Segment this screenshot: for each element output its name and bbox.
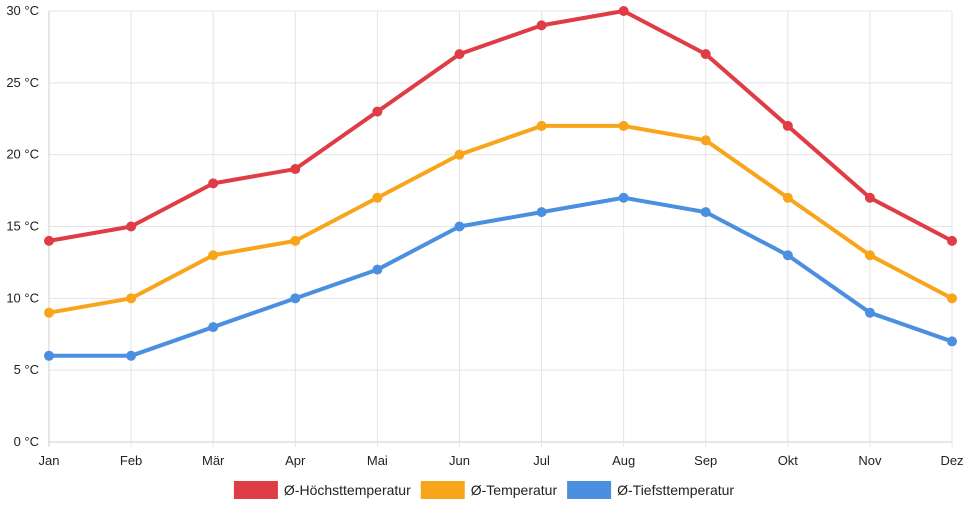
x-tick-label: Feb: [120, 453, 142, 468]
x-tick-label: Aug: [612, 453, 635, 468]
legend-label: Ø-Tiefsttemperatur: [617, 482, 734, 498]
data-point[interactable]: [864, 192, 875, 203]
y-tick-label: 25 °C: [6, 75, 39, 90]
data-point[interactable]: [618, 6, 629, 16]
y-tick-label: 30 °C: [6, 3, 39, 18]
x-tick-label: Mai: [367, 453, 388, 468]
data-point[interactable]: [290, 164, 301, 175]
data-point[interactable]: [700, 207, 711, 218]
data-point[interactable]: [618, 120, 629, 131]
series-line: [47, 195, 954, 358]
data-point[interactable]: [700, 135, 711, 146]
x-tick-label: Mär: [202, 453, 225, 468]
data-point[interactable]: [947, 235, 957, 246]
series-0: [44, 6, 957, 246]
legend-item[interactable]: Ø-Höchsttemperatur: [233, 481, 411, 499]
series-1: [44, 120, 957, 318]
data-point[interactable]: [947, 293, 957, 304]
y-tick-label: 20 °C: [6, 147, 39, 162]
chart-series: [44, 6, 957, 361]
y-tick-label: 0 °C: [14, 434, 39, 449]
legend-item[interactable]: Ø-Tiefsttemperatur: [567, 481, 734, 499]
x-tick-label: Jul: [533, 453, 550, 468]
data-point[interactable]: [44, 235, 54, 246]
data-point[interactable]: [782, 120, 793, 131]
data-point[interactable]: [454, 49, 465, 60]
legend-swatch: [567, 481, 612, 499]
x-axis-ticks: Jan Feb Mär Apr Mai Jun Jul Aug Sep Okt Nov Dez: [39, 453, 964, 468]
data-point[interactable]: [700, 49, 711, 60]
chart-grid: [48, 10, 953, 447]
x-tick-label: Apr: [285, 453, 306, 468]
data-point[interactable]: [782, 192, 793, 203]
data-point[interactable]: [536, 207, 547, 218]
data-point[interactable]: [126, 350, 137, 361]
data-point[interactable]: [208, 250, 219, 261]
data-point[interactable]: [947, 336, 957, 347]
data-point[interactable]: [454, 149, 465, 160]
data-point[interactable]: [782, 250, 793, 261]
series-2: [44, 192, 957, 361]
y-tick-label: 10 °C: [6, 290, 39, 305]
data-point[interactable]: [372, 106, 383, 117]
x-tick-label: Sep: [694, 453, 717, 468]
series-line: [47, 123, 954, 315]
y-tick-label: 5 °C: [14, 362, 39, 377]
legend-label: Ø-Temperatur: [471, 482, 558, 498]
data-point[interactable]: [864, 307, 875, 318]
data-point[interactable]: [618, 192, 629, 203]
data-point[interactable]: [372, 264, 383, 275]
data-point[interactable]: [44, 307, 54, 318]
legend-item[interactable]: Ø-Temperatur: [420, 481, 558, 499]
x-tick-label: Jan: [39, 453, 60, 468]
data-point[interactable]: [454, 221, 465, 232]
data-point[interactable]: [536, 120, 547, 131]
legend-swatch: [420, 481, 465, 499]
data-point[interactable]: [536, 20, 547, 31]
data-point[interactable]: [372, 192, 383, 203]
x-tick-label: Dez: [940, 453, 963, 468]
data-point[interactable]: [44, 350, 54, 361]
x-tick-label: Nov: [858, 453, 882, 468]
legend-label: Ø-Höchsttemperatur: [284, 482, 411, 498]
data-point[interactable]: [290, 235, 301, 246]
data-point[interactable]: [864, 250, 875, 261]
data-point[interactable]: [126, 293, 137, 304]
data-point[interactable]: [208, 178, 219, 189]
y-tick-label: 15 °C: [6, 219, 39, 234]
x-tick-label: Jun: [449, 453, 470, 468]
data-point[interactable]: [290, 293, 301, 304]
data-point[interactable]: [208, 322, 219, 333]
y-axis-ticks: 0 °C 5 °C 10 °C 15 °C 20 °C 25 °C 30 °C: [6, 3, 39, 449]
chart-legend: Ø-Höchsttemperatur Ø-Temperatur Ø-Tiefstte…: [233, 481, 734, 499]
legend-swatch: [233, 481, 278, 499]
series-line: [47, 9, 954, 243]
x-tick-label: Okt: [778, 453, 799, 468]
data-point[interactable]: [126, 221, 137, 232]
